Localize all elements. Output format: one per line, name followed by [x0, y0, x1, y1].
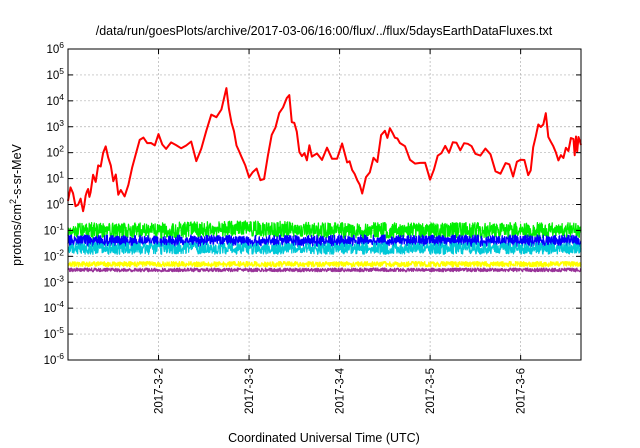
y-tick-label: 106	[46, 40, 64, 56]
y-axis-label: protons/cm2-s-sr-MeV	[8, 143, 24, 265]
y-tick-label: 10-3	[44, 273, 65, 289]
y-tick-label-base: 10	[46, 122, 59, 134]
y-tick-labels: 10-610-510-410-310-210-11001011021031041…	[44, 40, 65, 367]
y-tick-label-exp: -6	[56, 351, 64, 361]
series-layer	[67, 87, 582, 273]
y-tick-label: 104	[46, 92, 64, 108]
series-line-4	[67, 260, 582, 268]
y-tick-label-base: 10	[46, 174, 59, 186]
x-tick-label: 2017-3-4	[335, 367, 347, 414]
y-tick-label-base: 10	[44, 355, 57, 367]
y-tick-label-exp: 5	[59, 66, 64, 76]
y-tick-label-exp: -2	[56, 247, 64, 257]
chart-title: /data/run/goesPlots/archive/2017-03-06/1…	[96, 24, 553, 38]
y-axis-label-main: protons/cm	[10, 204, 24, 266]
y-tick-label-base: 10	[46, 44, 59, 56]
y-axis-label-sup: 2	[8, 199, 18, 204]
y-tick-label-exp: 1	[59, 170, 64, 180]
y-tick-label: 10-2	[44, 247, 65, 263]
y-tick-label-exp: 0	[59, 196, 64, 206]
series-line-3	[67, 242, 582, 255]
y-tick-label-exp: 6	[59, 40, 64, 50]
y-tick-label-base: 10	[44, 329, 57, 341]
y-tick-label: 101	[46, 170, 64, 186]
y-tick-label-base: 10	[44, 277, 57, 289]
axis-ticks	[68, 48, 581, 361]
x-tick-label: 2017-3-6	[516, 368, 528, 414]
y-tick-label-exp: 2	[59, 144, 64, 154]
y-tick-label-base: 10	[44, 225, 57, 237]
series-line-5	[67, 267, 582, 273]
y-tick-label-exp: -3	[56, 273, 64, 283]
y-tick-label: 10-1	[44, 221, 65, 237]
x-tick-label: 2017-3-2	[154, 368, 166, 414]
y-tick-label-base: 10	[46, 148, 59, 160]
y-tick-label: 100	[46, 196, 64, 212]
x-tick-label: 2017-3-5	[425, 368, 437, 414]
y-tick-label: 103	[46, 118, 64, 134]
y-tick-label-base: 10	[44, 303, 57, 315]
y-tick-label-exp: -1	[56, 221, 64, 231]
series-line-1	[67, 220, 582, 239]
y-tick-label: 105	[46, 66, 64, 82]
y-tick-label-exp: 3	[59, 118, 64, 128]
x-axis-label: Coordinated Universal Time (UTC)	[228, 431, 420, 445]
y-tick-label-base: 10	[46, 200, 59, 212]
y-tick-label-base: 10	[44, 251, 57, 263]
y-tick-label-base: 10	[46, 96, 59, 108]
y-axis-label-rest: -s-sr-MeV	[10, 143, 24, 199]
y-tick-label: 10-4	[44, 299, 65, 315]
y-tick-label: 10-6	[44, 351, 65, 367]
series-line-0	[67, 87, 582, 213]
y-tick-label-base: 10	[46, 70, 59, 82]
y-tick-label-exp: -5	[56, 325, 64, 335]
y-tick-label-exp: 4	[59, 92, 64, 102]
y-tick-label-exp: -4	[56, 299, 64, 309]
y-tick-label: 10-5	[44, 325, 65, 341]
x-tick-label: 2017-3-3	[244, 368, 256, 414]
x-tick-labels: 2017-3-2 2017-3-3 2017-3-4 2017-3-5 2017-3-6	[154, 367, 528, 414]
y-tick-label: 102	[46, 144, 64, 160]
series-line-2	[67, 234, 582, 248]
